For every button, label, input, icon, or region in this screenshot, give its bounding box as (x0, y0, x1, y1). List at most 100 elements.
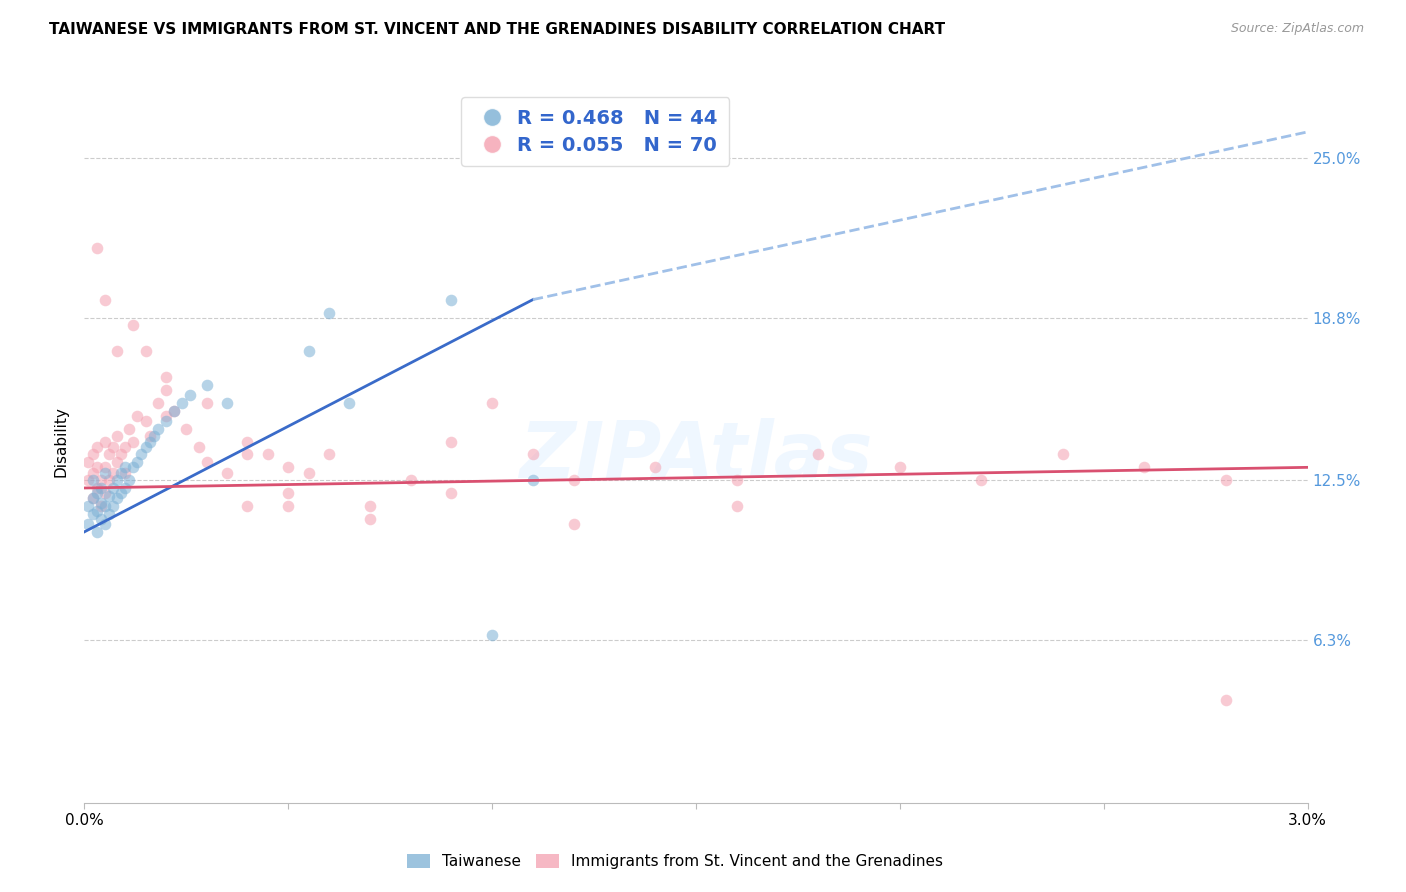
Point (105, 473, 128, 487)
Point (77, 473, 100, 487)
Point (110, 447, 132, 461)
Point (114, 466, 136, 480)
Point (86, 504, 108, 518)
Point (217, 466, 239, 480)
Point (122, 318, 145, 333)
Point (82, 466, 104, 480)
Point (155, 414, 177, 428)
Point (236, 434, 259, 449)
Point (725, 499, 748, 513)
Point (562, 473, 585, 487)
Point (970, 473, 993, 487)
Legend: R = 0.468   N = 44, R = 0.055   N = 70: R = 0.468 N = 44, R = 0.055 N = 70 (461, 97, 730, 166)
Point (440, 293, 463, 307)
Point (298, 344, 321, 359)
Point (97, 473, 120, 487)
Point (195, 377, 218, 392)
Point (187, 440, 209, 454)
Point (277, 486, 299, 500)
Point (86, 481, 108, 495)
Point (118, 473, 141, 487)
Point (93, 466, 117, 480)
Point (90, 496, 112, 510)
Point (93, 486, 117, 500)
Point (142, 429, 165, 443)
Point (101, 481, 124, 495)
Point (318, 305, 340, 319)
Point (257, 447, 280, 461)
Text: Source: ZipAtlas.com: Source: ZipAtlas.com (1230, 22, 1364, 36)
Point (807, 447, 830, 461)
Point (86, 524, 108, 539)
Point (105, 491, 128, 506)
Point (90, 473, 112, 487)
Point (176, 422, 198, 436)
Point (93, 517, 117, 532)
Point (101, 440, 124, 454)
Point (86, 241, 108, 255)
Point (725, 473, 748, 487)
Point (440, 434, 463, 449)
Point (110, 466, 132, 480)
Point (93, 293, 117, 307)
Point (82, 473, 104, 487)
Point (127, 455, 149, 469)
Point (236, 499, 259, 513)
Point (179, 388, 201, 402)
Point (114, 481, 136, 495)
Point (77, 455, 100, 469)
Point (277, 499, 299, 513)
Point (105, 455, 128, 469)
Point (195, 396, 218, 410)
Text: ZIPAtlas: ZIPAtlas (519, 418, 873, 494)
Point (318, 447, 340, 461)
Point (562, 517, 585, 532)
Point (82, 447, 104, 461)
Point (86, 486, 108, 500)
Point (118, 422, 141, 436)
Point (236, 447, 259, 461)
Point (90, 512, 112, 526)
Point (77, 517, 100, 532)
Point (298, 466, 321, 480)
Point (217, 396, 239, 410)
Point (93, 499, 117, 513)
Point (522, 447, 544, 461)
Point (163, 403, 186, 417)
Point (359, 499, 381, 513)
Point (889, 460, 911, 475)
Point (77, 499, 100, 513)
Point (155, 409, 177, 423)
Point (93, 434, 117, 449)
Point (339, 396, 361, 410)
Point (359, 512, 381, 526)
Point (1133, 460, 1156, 475)
Point (163, 403, 186, 417)
Point (155, 370, 177, 384)
Point (110, 486, 132, 500)
Point (481, 396, 503, 410)
Point (135, 344, 157, 359)
Point (82, 491, 104, 506)
Point (97, 447, 120, 461)
Point (127, 409, 149, 423)
Point (86, 460, 108, 475)
Point (138, 429, 160, 443)
Legend: Taiwanese, Immigrants from St. Vincent and the Grenadines: Taiwanese, Immigrants from St. Vincent a… (401, 848, 949, 875)
Point (195, 455, 218, 469)
Point (440, 486, 463, 500)
Point (114, 460, 136, 475)
Point (481, 628, 503, 642)
Point (101, 466, 124, 480)
Point (131, 447, 153, 461)
Point (172, 396, 194, 410)
Point (135, 440, 157, 454)
Point (90, 481, 112, 495)
Point (82, 491, 104, 506)
Y-axis label: Disability: Disability (53, 406, 69, 477)
Point (146, 396, 169, 410)
Point (82, 507, 104, 521)
Point (122, 434, 145, 449)
Point (97, 489, 120, 503)
Point (399, 473, 422, 487)
